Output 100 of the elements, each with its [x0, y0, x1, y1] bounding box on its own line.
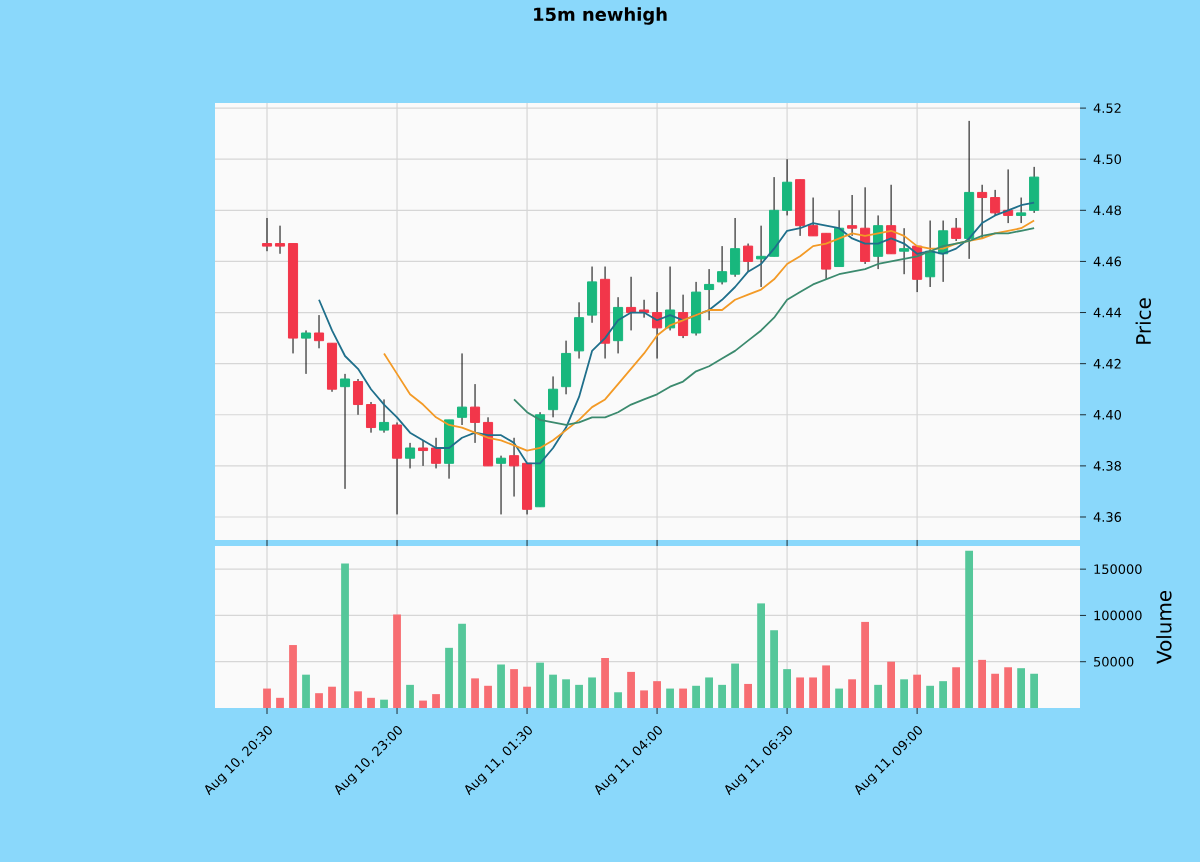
bar: [718, 684, 726, 708]
candlestick: [456, 352, 468, 426]
bar: [393, 614, 401, 708]
bar: [432, 694, 440, 708]
bar: [328, 686, 336, 708]
candlestick: [808, 197, 819, 237]
y-tick-label: 4.50: [1093, 154, 1122, 165]
bar: [1017, 668, 1026, 708]
candlestick: [378, 398, 390, 434]
y-tick-label: 4.42: [1093, 358, 1121, 369]
bar: [744, 683, 752, 708]
bar: [367, 697, 375, 708]
bar: [822, 665, 830, 708]
bar: [874, 684, 882, 708]
bar: [1004, 667, 1013, 708]
bar: [991, 673, 1000, 708]
bar: [770, 630, 778, 708]
bar: [445, 647, 453, 708]
candlestick: [951, 217, 962, 242]
y-axis-title: Volume: [1156, 590, 1172, 664]
y-tick-label: 50000: [1094, 656, 1134, 667]
bar: [458, 623, 466, 708]
candlestick: [313, 314, 325, 349]
bar: [887, 661, 895, 708]
bar: [380, 699, 388, 708]
bar: [692, 685, 700, 708]
candlestick: [847, 194, 858, 237]
bar: [614, 692, 622, 708]
bar: [510, 669, 518, 708]
bar: [562, 679, 570, 708]
y-tick-label: 4.52: [1093, 103, 1121, 114]
bar: [809, 677, 817, 708]
bar: [315, 693, 323, 708]
candlestick: [495, 455, 507, 515]
bar: [705, 677, 713, 708]
candlestick: [339, 373, 351, 490]
y-axis-title: Price: [1135, 298, 1151, 344]
bar: [588, 677, 596, 708]
bar: [575, 684, 583, 708]
candlestick: [300, 329, 312, 375]
bar: [861, 621, 869, 708]
bar: [549, 674, 557, 708]
bar: [484, 685, 492, 708]
bar: [406, 684, 414, 708]
chart-title: 15m newhigh: [534, 7, 667, 25]
candlestick: [430, 437, 442, 469]
bar: [900, 679, 909, 708]
candlestick: [717, 245, 728, 285]
bar: [952, 667, 961, 708]
candlestick: [899, 227, 910, 275]
bar: [302, 674, 310, 708]
candlestick: [652, 291, 663, 360]
y-tick-label: 4.40: [1093, 409, 1122, 420]
bar: [536, 662, 544, 708]
bar: [471, 678, 479, 708]
bar: [796, 677, 804, 708]
candlestick: [548, 375, 559, 418]
bar: [1030, 673, 1039, 708]
bar: [289, 645, 297, 708]
bar: [419, 700, 427, 708]
y-tick-label: 4.38: [1093, 461, 1121, 471]
y-tick-label: 4.36: [1093, 512, 1122, 522]
bar: [783, 669, 791, 708]
bar: [601, 658, 609, 708]
bar: [640, 690, 648, 708]
bar: [523, 686, 531, 708]
bar: [497, 664, 505, 708]
candlestick: [756, 225, 767, 288]
candlestick: [509, 437, 520, 498]
candlestick: [417, 439, 429, 467]
y-tick-label: 4.44: [1093, 307, 1122, 318]
bar: [965, 550, 974, 708]
bar: [354, 691, 362, 708]
bar: [653, 681, 661, 708]
candlestick: [274, 225, 286, 255]
bar: [913, 674, 922, 708]
bar: [939, 681, 948, 708]
bar: [978, 659, 987, 708]
candlestick: [365, 401, 377, 434]
candlestick: [704, 268, 715, 321]
y-tick-label: 150000: [1094, 564, 1142, 575]
y-tick-label: 4.48: [1093, 205, 1121, 216]
bar: [848, 679, 856, 708]
y-tick-label: 4.46: [1093, 256, 1122, 267]
bar: [627, 671, 635, 708]
bar: [341, 563, 349, 708]
bar: [757, 603, 765, 708]
bar: [835, 688, 843, 708]
candlestick: [977, 184, 988, 239]
bar: [679, 688, 687, 708]
candlestick: [352, 378, 364, 416]
candlestick: [261, 217, 273, 252]
bar: [666, 688, 674, 708]
candlestick: [1016, 197, 1027, 224]
candlestick: [990, 189, 1001, 216]
candlestick: [743, 243, 754, 273]
y-tick-label: 100000: [1094, 610, 1142, 621]
candlestick: [404, 442, 416, 469]
bar: [276, 697, 284, 708]
bar: [263, 688, 271, 708]
